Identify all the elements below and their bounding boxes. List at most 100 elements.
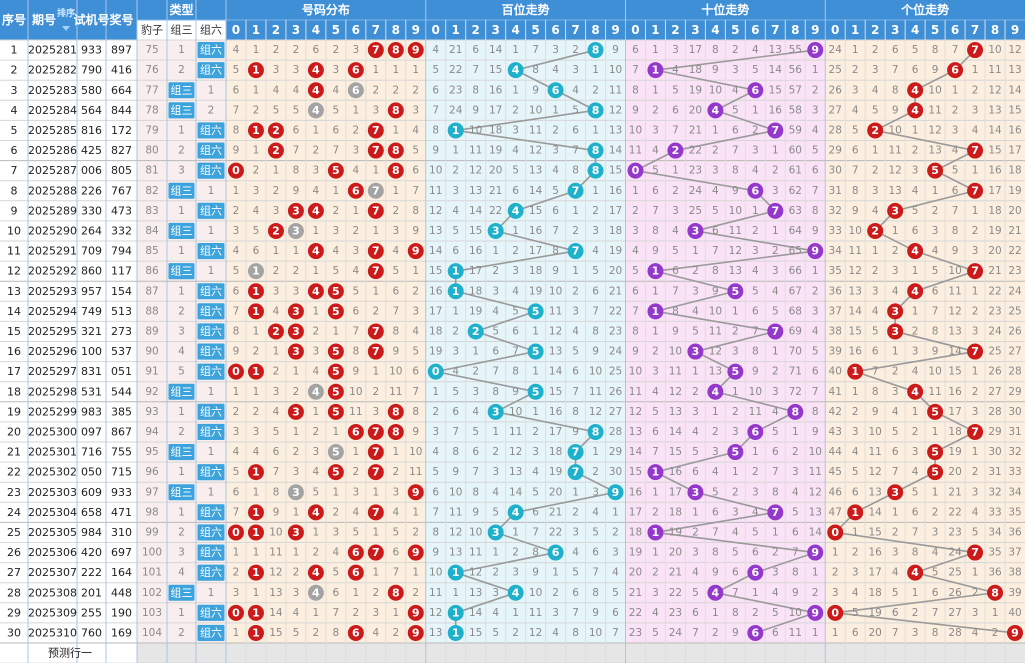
omission: 14 [489, 44, 503, 56]
omission: 12 [529, 145, 542, 157]
omission: 4 [532, 466, 539, 478]
omission: 31 [829, 185, 842, 197]
omission: 22 [689, 145, 702, 157]
cell-prize: 755 [111, 446, 132, 459]
hit-number: 4 [312, 285, 320, 298]
type-omission: 1 [208, 587, 215, 599]
hit-ball [767, 504, 784, 521]
hit-ball [287, 303, 304, 320]
hit-number: 0 [632, 164, 640, 177]
omission: 2 [253, 406, 260, 418]
header-type-col: 组三 [171, 23, 193, 37]
type-badge [197, 624, 225, 641]
hit-ball [247, 303, 264, 320]
hit-number: 1 [652, 305, 660, 318]
omission: 3 [452, 346, 459, 358]
omission: 3 [912, 446, 919, 458]
omission: 4 [233, 446, 240, 458]
omission: 1 [293, 547, 300, 559]
omission: 11 [529, 607, 542, 619]
type-badge [197, 42, 225, 59]
omission: 3 [412, 305, 419, 317]
hit-number: 7 [971, 546, 979, 559]
header-test: 试机号 [73, 12, 109, 27]
omission: 3 [253, 426, 260, 438]
omission: 6 [452, 245, 459, 257]
omission: 65 [789, 245, 802, 257]
hit-ball [307, 62, 324, 79]
hit-ball [967, 343, 984, 360]
omission: 2 [972, 84, 979, 96]
omission: 8 [492, 386, 499, 398]
cell-prize: 448 [111, 586, 132, 599]
omission: 22 [948, 506, 961, 518]
type-label: 组六 [200, 244, 222, 258]
omission: 9 [672, 325, 679, 337]
omission: 3 [812, 305, 819, 317]
omission: 9 [233, 145, 240, 157]
omission: 5 [572, 346, 579, 358]
type-omission: 104 [142, 627, 162, 639]
type-omission: 5 [178, 366, 185, 378]
omission: 5 [572, 567, 579, 579]
hit-number: 4 [312, 385, 320, 398]
cell-no: 25 [7, 526, 21, 539]
omission: 17 [988, 185, 1001, 197]
omission: 2 [732, 44, 739, 56]
hit-number: 5 [732, 446, 740, 459]
omission: 4 [812, 325, 819, 337]
omission: 14 [769, 64, 783, 76]
type-label: 组六 [200, 43, 222, 57]
hit-ball [247, 564, 264, 581]
omission: 2 [333, 506, 340, 518]
hit-number: 7 [372, 184, 380, 197]
omission: 6 [612, 607, 619, 619]
omission: 5 [772, 426, 779, 438]
omission: 10 [589, 627, 602, 639]
header-digit: 4 [911, 23, 919, 37]
hit-number: 6 [752, 184, 760, 197]
omission: 12 [709, 346, 722, 358]
header-section: 个位走势 [900, 2, 949, 17]
cell-prize: 544 [111, 385, 132, 398]
omission: 15 [469, 225, 482, 237]
omission: 35 [829, 265, 842, 277]
omission: 1 [233, 386, 240, 398]
hit-ball [727, 444, 744, 461]
omission: 1 [233, 185, 240, 197]
omission: 12 [449, 526, 462, 538]
omission: 4 [352, 165, 359, 177]
omission: 1 [392, 64, 399, 76]
omission: 6 [352, 305, 359, 317]
omission: 1 [972, 446, 979, 458]
omission: 2 [452, 325, 459, 337]
cell-issue: 2025298 [28, 385, 77, 398]
omission: 11 [928, 386, 941, 398]
forecast-row[interactable]: 预测行一 [48, 647, 92, 660]
omission: 12 [988, 84, 1001, 96]
hit-ball [587, 102, 604, 119]
cell-test: 957 [81, 285, 102, 298]
omission: 1 [652, 285, 659, 297]
omission: 2 [912, 325, 919, 337]
omission: 16 [849, 346, 863, 358]
type-omission: 4 [178, 346, 185, 358]
hit-ball [367, 544, 384, 561]
sort-icon[interactable] [62, 26, 70, 31]
omission: 19 [489, 145, 502, 157]
omission: 8 [532, 547, 539, 559]
omission: 5 [333, 567, 340, 579]
omission: 13 [1008, 64, 1021, 76]
omission: 6 [472, 446, 479, 458]
footer-left-bg [0, 643, 137, 663]
omission: 5 [233, 64, 240, 76]
hit-ball [767, 122, 784, 139]
type-omission: 80 [145, 145, 158, 157]
sort-button[interactable]: 排序 [57, 7, 75, 19]
hit-number: 1 [252, 506, 260, 519]
omission: 8 [812, 406, 819, 418]
omission: 7 [333, 607, 340, 619]
omission: 10 [589, 366, 602, 378]
omission: 2 [452, 165, 459, 177]
type-label: 组六 [200, 525, 222, 539]
